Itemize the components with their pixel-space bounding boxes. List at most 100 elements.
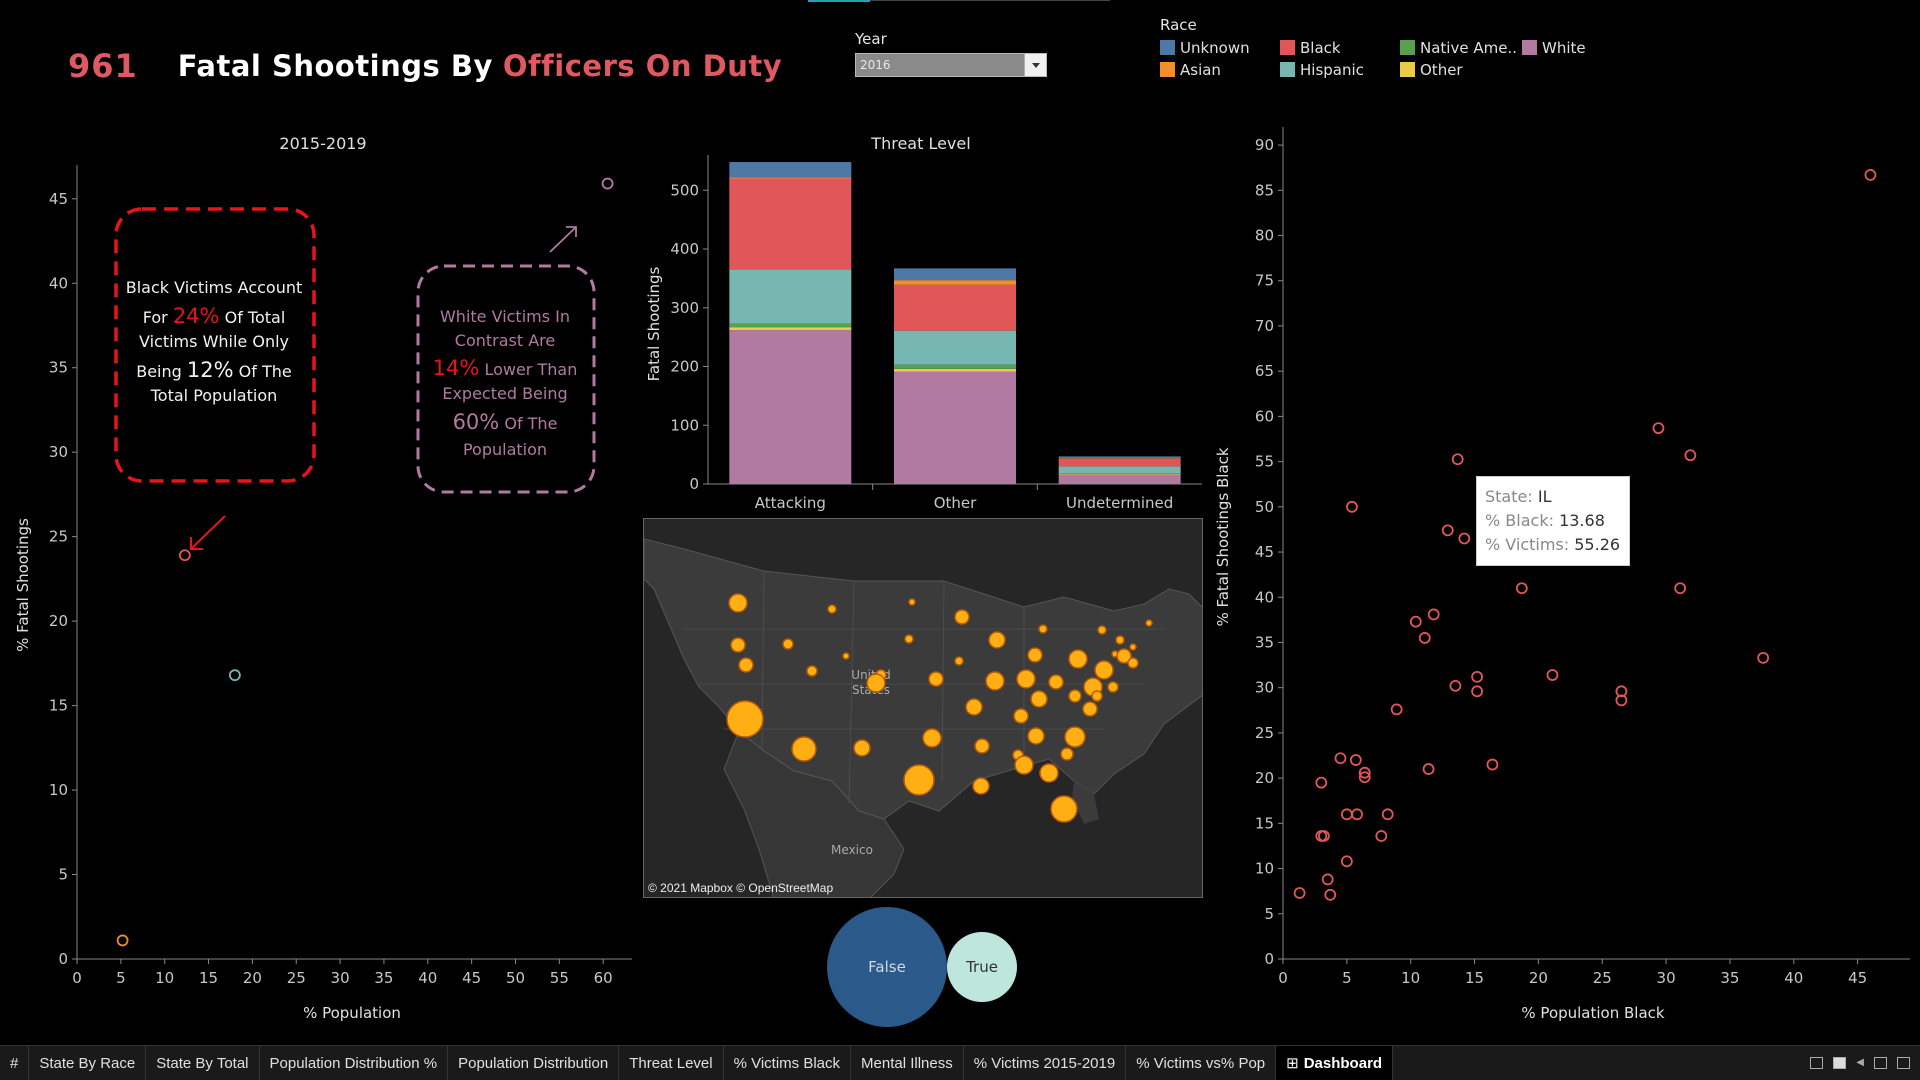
bar-segment[interactable] [1058,458,1181,459]
map-bubble[interactable] [1030,690,1048,708]
map-bubble[interactable] [904,634,914,644]
map-bubble[interactable] [1129,643,1137,651]
map-bubble[interactable] [1068,689,1082,703]
tab-state-by-race[interactable]: State By Race [29,1045,147,1080]
map-bubble[interactable] [1091,690,1103,702]
data-point[interactable] [178,549,191,562]
chevron-down-icon[interactable] [1024,54,1046,76]
bar-segment[interactable] [729,330,852,484]
bar-segment[interactable] [1058,474,1181,484]
data-point[interactable] [1615,685,1628,698]
data-point[interactable] [1346,500,1358,513]
map-bubble[interactable] [1097,625,1107,635]
legend-item-unknown[interactable]: Unknown [1160,37,1280,58]
map-bubble[interactable] [922,728,942,748]
data-point[interactable] [1315,776,1328,789]
tab-victims-black[interactable]: % Victims Black [724,1045,852,1080]
data-point[interactable] [1864,169,1877,181]
data-point[interactable] [1546,669,1559,681]
bar-segment[interactable] [1058,466,1181,474]
legend-item-asian[interactable]: Asian [1160,59,1280,80]
map-bubble[interactable] [1027,647,1043,663]
map-bubble[interactable] [1068,649,1088,669]
data-point[interactable] [1390,703,1403,716]
data-point[interactable] [1652,422,1665,435]
data-point[interactable] [1422,763,1435,775]
data-point[interactable] [1757,651,1770,664]
data-point[interactable] [1324,888,1337,901]
legend-item-hispanic[interactable]: Hispanic [1280,59,1400,80]
bar-segment[interactable] [894,364,1016,369]
fullscreen-icon[interactable] [1874,1057,1887,1069]
bubble-true[interactable] [947,932,1017,1002]
tab-population-distribution-pct[interactable]: Population Distribution % [260,1045,449,1080]
map-bubble[interactable] [965,698,983,716]
tab-victims-vs-pop[interactable]: % Victims vs% Pop [1126,1045,1277,1080]
data-point[interactable] [1418,632,1431,644]
present-icon[interactable] [1897,1057,1910,1069]
map-bubble[interactable] [827,604,837,614]
map-bubble[interactable] [1013,708,1029,724]
data-point[interactable] [1441,524,1454,537]
map-bubble[interactable] [1027,727,1045,745]
map-bubble[interactable] [1050,795,1078,823]
bar-segment[interactable] [729,177,852,179]
bar-segment[interactable] [894,371,1016,484]
map-bubble[interactable] [728,593,748,613]
map-bubble[interactable] [908,598,916,606]
data-point[interactable] [116,934,129,947]
map-bubble[interactable] [1127,657,1139,669]
data-point[interactable] [1409,615,1422,628]
bar-segment[interactable] [894,330,1016,365]
bar-segment[interactable] [894,368,1016,372]
map-bubble[interactable] [726,700,764,738]
map-bubble[interactable] [1116,648,1132,664]
data-point[interactable] [1471,670,1484,683]
data-point[interactable] [1358,771,1371,784]
legend-item-white[interactable]: White [1522,37,1630,58]
legend-item-other[interactable]: Other [1400,59,1522,80]
data-point[interactable] [1451,453,1464,466]
tab-population-distribution[interactable]: Population Distribution [448,1045,620,1080]
map-bubble[interactable] [1145,619,1153,627]
map-bubble[interactable] [928,671,944,687]
data-point[interactable] [1375,830,1388,842]
data-point[interactable] [1334,752,1347,765]
map-bubble[interactable] [1014,755,1034,775]
single-view-icon[interactable] [1833,1057,1847,1069]
bubble-false[interactable] [827,907,947,1027]
map-bubble[interactable] [1039,763,1059,783]
data-point[interactable] [601,177,614,190]
data-point[interactable] [1381,808,1394,821]
map-bubble[interactable] [1038,624,1048,634]
data-point[interactable] [1427,608,1440,621]
map-bubble[interactable] [903,764,935,796]
data-point[interactable] [1321,873,1334,886]
map-bubble[interactable] [842,652,850,660]
data-point[interactable] [1317,830,1330,842]
legend-item-black[interactable]: Black [1280,37,1400,58]
data-point[interactable] [1674,582,1687,595]
map-bubble[interactable] [738,657,754,673]
map-bubble[interactable] [1094,660,1114,680]
map-bubble[interactable] [1082,701,1098,717]
tab-mental-illness[interactable]: Mental Illness [851,1045,964,1080]
map-bubble[interactable] [972,777,990,795]
data-point[interactable] [1458,532,1471,545]
chevron-left-icon[interactable]: ◀ [1856,1057,1864,1068]
data-point[interactable] [1358,766,1371,779]
map-bubble[interactable] [954,656,964,666]
tab-dashboard[interactable]: ⊞ Dashboard [1276,1045,1394,1080]
bar-segment[interactable] [894,284,1016,331]
data-point[interactable] [1471,685,1484,698]
victims-map[interactable]: United States Mexico [643,518,1203,898]
data-point[interactable] [1449,679,1462,692]
map-bubble[interactable] [791,736,817,762]
map-bubble[interactable] [1115,635,1125,645]
tab-victims-2015-2019[interactable]: % Victims 2015-2019 [964,1045,1127,1080]
bar-segment[interactable] [729,269,852,324]
data-point[interactable] [1340,855,1353,868]
map-bubble[interactable] [988,631,1006,649]
data-point[interactable] [1486,758,1499,771]
grid-view-icon[interactable] [1810,1057,1824,1069]
